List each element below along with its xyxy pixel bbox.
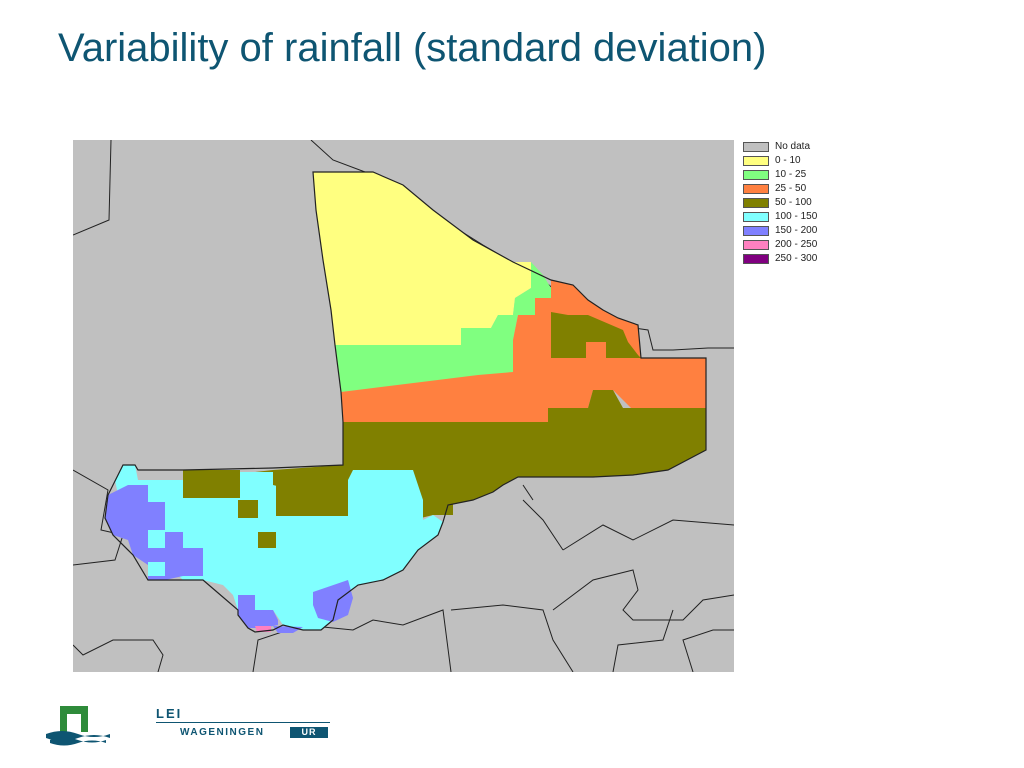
zone-10-25	[335, 262, 551, 392]
legend-item-0-10: 0 - 10	[743, 155, 853, 169]
legend-item-250-300: 250 - 300	[743, 253, 853, 267]
zone-50-100-patch	[423, 485, 453, 515]
legend-swatch	[743, 142, 769, 152]
logo-wageningen-text: WAGENINGEN	[180, 727, 265, 738]
legend-label: 0 - 10	[775, 155, 801, 166]
legend-swatch	[743, 184, 769, 194]
zone-0-10	[313, 172, 531, 345]
zone-25-50	[341, 280, 706, 422]
legend-item-25-50: 25 - 50	[743, 183, 853, 197]
legend-swatch	[743, 240, 769, 250]
map-legend: No data 0 - 10 10 - 25 25 - 50 50 - 100 …	[743, 141, 853, 267]
legend-swatch	[743, 212, 769, 222]
legend-label: 25 - 50	[775, 183, 807, 194]
rainfall-zones	[105, 172, 706, 633]
legend-label: 200 - 250	[775, 239, 818, 250]
legend-item-no-data: No data	[743, 141, 853, 155]
legend-swatch	[743, 226, 769, 236]
legend-label: 50 - 100	[775, 197, 812, 208]
rainfall-variability-map	[73, 140, 734, 672]
legend-item-200-250: 200 - 250	[743, 239, 853, 253]
zone-50-100-patch	[183, 470, 240, 498]
zone-150-200	[313, 580, 353, 622]
zone-50-100-patch	[238, 500, 258, 518]
zone-50-100-patch	[258, 532, 276, 548]
lei-wageningen-logo: LEI WAGENINGEN UR	[46, 700, 330, 748]
legend-label: No data	[775, 141, 811, 152]
zone-50-100	[551, 298, 641, 358]
legend-swatch	[743, 170, 769, 180]
logo-lei-text: LEI	[156, 706, 183, 721]
legend-label: 250 - 300	[775, 253, 818, 264]
legend-item-50-100: 50 - 100	[743, 197, 853, 211]
zone-150-200	[105, 485, 203, 580]
logo-mark-icon	[46, 706, 110, 746]
zone-100-150-patch	[148, 532, 165, 547]
logo-divider	[156, 722, 330, 723]
zone-50-100-patch	[276, 470, 348, 516]
legend-item-150-200: 150 - 200	[743, 225, 853, 239]
zone-150-200	[238, 595, 278, 628]
legend-item-100-150: 100 - 150	[743, 211, 853, 225]
zone-100-150	[115, 465, 443, 630]
legend-item-10-25: 10 - 25	[743, 169, 853, 183]
mali-border	[104, 171, 707, 633]
logo-ur-badge: UR	[290, 727, 328, 738]
legend-label: 10 - 25	[775, 169, 807, 180]
legend-swatch	[743, 156, 769, 166]
legend-label: 100 - 150	[775, 211, 818, 222]
zone-100-150-patch	[148, 562, 165, 576]
slide-title: Variability of rainfall (standard deviat…	[58, 26, 767, 70]
legend-swatch	[743, 198, 769, 208]
legend-label: 150 - 200	[775, 225, 818, 236]
legend-swatch	[743, 254, 769, 264]
